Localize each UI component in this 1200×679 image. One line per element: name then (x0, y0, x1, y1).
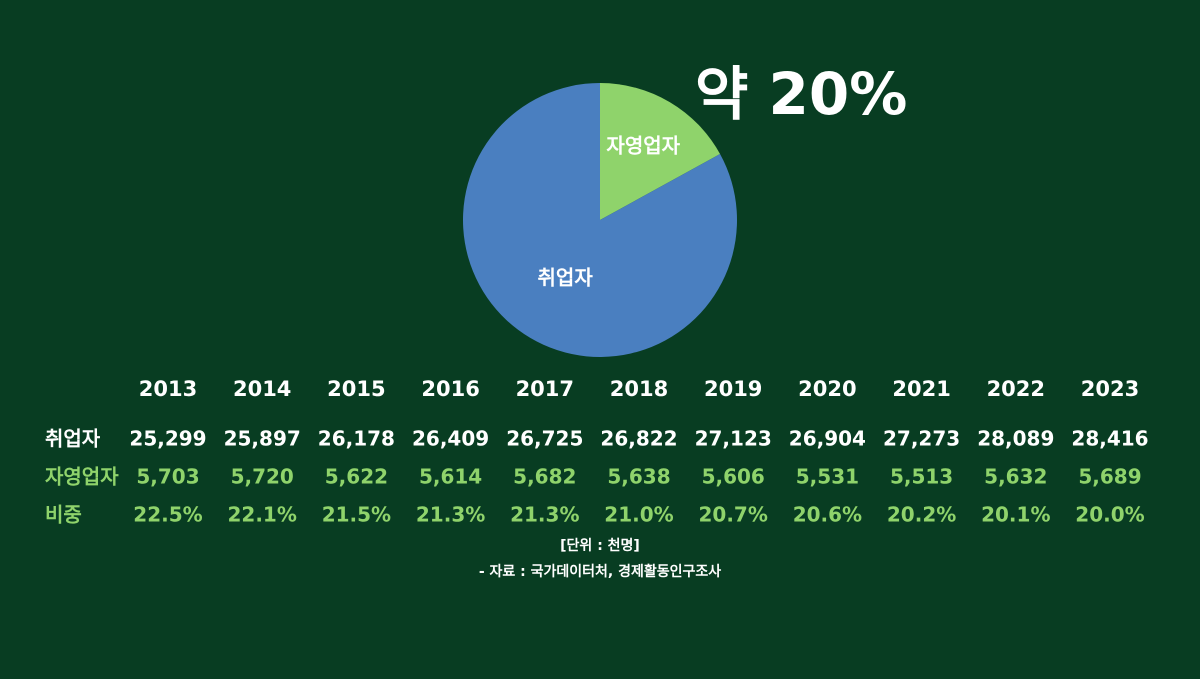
table-cell: 26,904 (789, 427, 866, 451)
table-cell: 25,897 (224, 427, 301, 451)
table-cell: 5,638 (607, 465, 670, 489)
table-cell: 5,720 (231, 465, 294, 489)
table-cell: 21.3% (416, 503, 485, 527)
table-cell: 5,689 (1078, 465, 1141, 489)
table-cell: 27,273 (883, 427, 960, 451)
table-cell: 20.7% (699, 503, 768, 527)
slice-label: 자영업자 (606, 133, 680, 157)
column-header: 2018 (610, 377, 668, 401)
column-header: 2021 (892, 377, 950, 401)
table-cell: 5,682 (513, 465, 576, 489)
slice-label: 취업자 (538, 265, 594, 289)
row-label: 자영업자 (45, 465, 119, 489)
table-cell: 22.1% (228, 503, 297, 527)
table-cell: 5,703 (136, 465, 199, 489)
table-cell: 25,299 (129, 427, 206, 451)
column-header: 2016 (421, 377, 479, 401)
table-cell: 26,178 (318, 427, 395, 451)
annotation: 약 20% (695, 60, 907, 128)
column-header: 2023 (1081, 377, 1139, 401)
table-cell: 20.6% (793, 503, 862, 527)
table-cell: 21.5% (322, 503, 391, 527)
column-header: 2015 (327, 377, 385, 401)
table-cell: 20.0% (1075, 503, 1144, 527)
table-cell: 26,725 (506, 427, 583, 451)
table-cell: 27,123 (695, 427, 772, 451)
unit-note: [단위 : 천명] (560, 537, 640, 554)
column-header: 2020 (798, 377, 856, 401)
table-cell: 26,409 (412, 427, 489, 451)
table-cell: 21.3% (510, 503, 579, 527)
row-label: 비중 (45, 503, 82, 527)
column-header: 2014 (233, 377, 291, 401)
table-cell: 28,089 (977, 427, 1054, 451)
table-cell: 21.0% (604, 503, 673, 527)
source-note: - 자료 : 국가데이터처, 경제활동인구조사 (479, 563, 721, 580)
column-header: 2017 (516, 377, 574, 401)
column-header: 2022 (987, 377, 1045, 401)
table-cell: 5,606 (702, 465, 765, 489)
table-cell: 28,416 (1071, 427, 1148, 451)
table-cell: 5,513 (890, 465, 953, 489)
row-label: 취업자 (45, 427, 101, 451)
pie-slice (463, 83, 738, 357)
pie-slice (600, 83, 721, 220)
table-cell: 22.5% (133, 503, 202, 527)
column-header: 2013 (139, 377, 197, 401)
table-cell: 5,531 (796, 465, 859, 489)
table-cell: 20.1% (981, 503, 1050, 527)
table-cell: 5,622 (325, 465, 388, 489)
table-cell: 5,614 (419, 465, 482, 489)
table-cell: 26,822 (600, 427, 677, 451)
table-cell: 5,632 (984, 465, 1047, 489)
table-cell: 20.2% (887, 503, 956, 527)
column-header: 2019 (704, 377, 762, 401)
